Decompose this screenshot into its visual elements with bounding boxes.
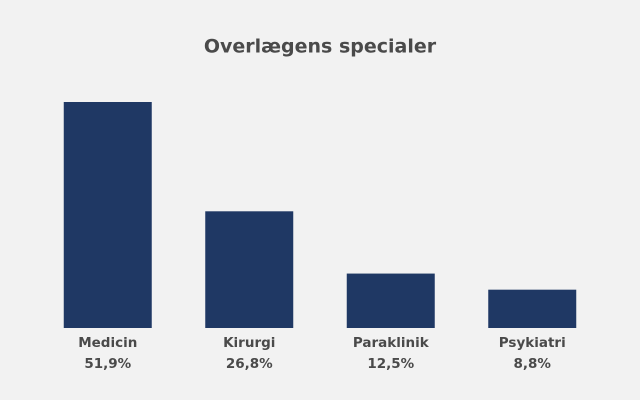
bar: [488, 289, 577, 328]
bar: [346, 273, 435, 328]
bar: [63, 102, 152, 328]
x-tick-label: Kirurgi: [223, 335, 275, 351]
value-label: 12,5%: [367, 356, 414, 372]
x-tick-label: Psykiatri: [499, 335, 566, 351]
x-tick-label: Medicin: [78, 335, 137, 351]
chart-title: Overlægens specialer: [204, 36, 437, 58]
bar: [205, 211, 294, 328]
value-label: 8,8%: [514, 356, 552, 372]
x-tick-label: Paraklinik: [353, 335, 430, 351]
value-label: 26,8%: [226, 356, 273, 372]
value-label: 51,9%: [84, 356, 131, 372]
